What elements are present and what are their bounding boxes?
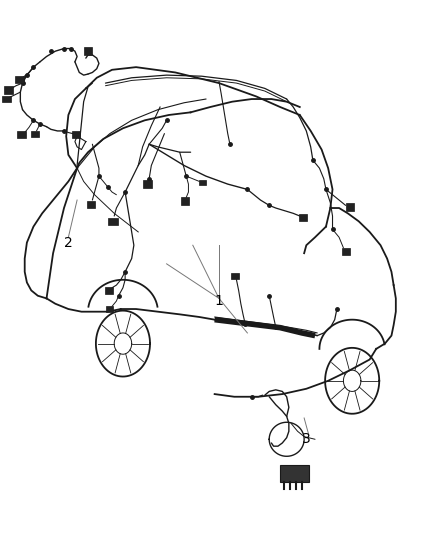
Text: 1: 1 <box>215 294 223 308</box>
Bar <box>280 465 308 482</box>
Bar <box>72 132 80 138</box>
Bar <box>144 180 152 188</box>
Bar <box>4 86 13 94</box>
Bar <box>14 76 24 83</box>
Bar <box>87 200 95 208</box>
Text: 2: 2 <box>64 236 73 249</box>
Bar <box>231 273 239 279</box>
Bar <box>108 217 118 225</box>
Bar <box>199 180 206 185</box>
Bar <box>346 203 354 211</box>
Bar <box>299 214 307 221</box>
Bar <box>106 306 113 312</box>
Bar <box>31 131 39 138</box>
Bar <box>17 131 26 138</box>
Bar <box>84 47 92 55</box>
Bar <box>105 287 113 294</box>
Bar <box>342 248 350 255</box>
Bar <box>2 95 11 102</box>
Text: 3: 3 <box>302 432 311 446</box>
Bar <box>181 197 189 205</box>
